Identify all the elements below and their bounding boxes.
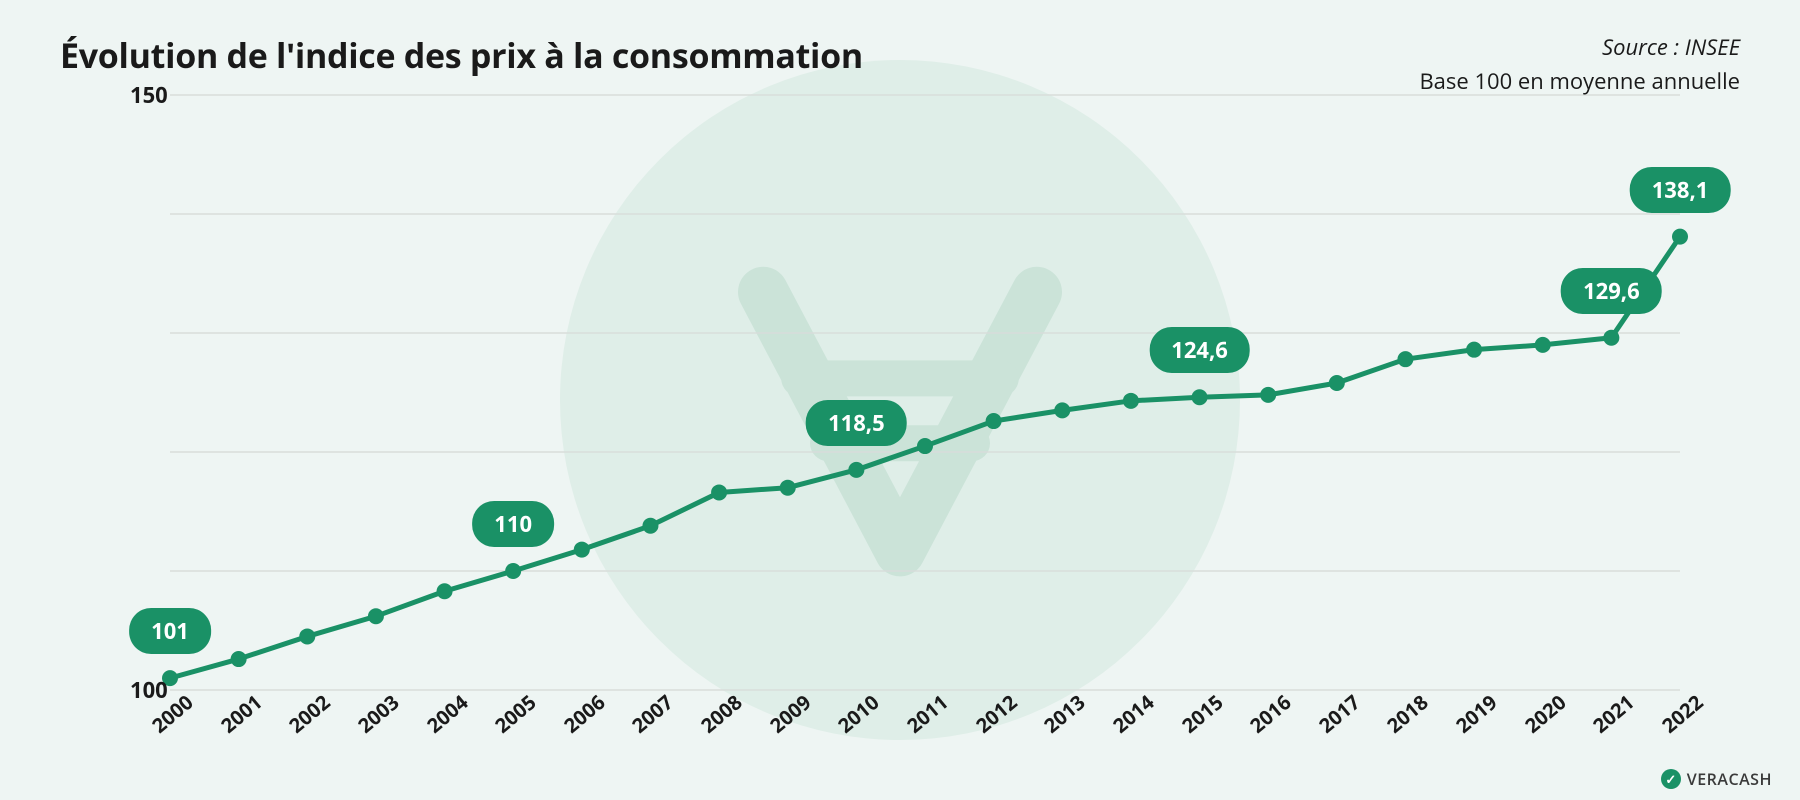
x-tick-label: 2005 xyxy=(489,689,541,739)
x-tick-label: 2016 xyxy=(1244,689,1296,739)
x-tick-label: 2006 xyxy=(558,689,610,739)
x-tick-label: 2014 xyxy=(1107,689,1159,739)
x-tick-label: 2021 xyxy=(1587,689,1639,739)
subtitle-label: Base 100 en moyenne annuelle xyxy=(1419,66,1740,96)
data-callout: 124,6 xyxy=(1149,327,1250,373)
x-tick-label: 2017 xyxy=(1313,689,1365,739)
x-tick-label: 2002 xyxy=(283,689,335,739)
x-tick-label: 2007 xyxy=(626,689,678,739)
data-callout: 101 xyxy=(129,608,211,654)
x-tick-label: 2001 xyxy=(215,689,267,739)
data-callout: 138,1 xyxy=(1630,167,1731,213)
x-tick-label: 2022 xyxy=(1656,689,1708,739)
x-tick-label: 2020 xyxy=(1519,689,1571,739)
chart-meta: Source : INSEE Base 100 en moyenne annue… xyxy=(1419,32,1740,96)
header: Évolution de l'indice des prix à la cons… xyxy=(60,32,1740,96)
x-tick-label: 2019 xyxy=(1450,689,1502,739)
data-callout: 118,5 xyxy=(806,400,907,446)
source-label: Source : INSEE xyxy=(1419,32,1740,62)
chart-title: Évolution de l'indice des prix à la cons… xyxy=(60,32,863,78)
x-tick-label: 2004 xyxy=(421,689,473,739)
y-tick-label: 100 xyxy=(130,675,168,705)
data-callout: 110 xyxy=(472,501,554,547)
x-tick-label: 2003 xyxy=(352,689,404,739)
brand-badge: ✓ VERACASH xyxy=(1661,768,1772,790)
brand-text: VERACASH xyxy=(1687,768,1772,790)
brand-icon: ✓ xyxy=(1661,769,1681,789)
data-callout: 129,6 xyxy=(1561,268,1662,314)
x-tick-label: 2015 xyxy=(1176,689,1228,739)
line-chart: 1001502000200120022003200420052006200720… xyxy=(110,95,1720,690)
chart-svg xyxy=(110,95,1720,690)
x-tick-label: 2018 xyxy=(1381,689,1433,739)
